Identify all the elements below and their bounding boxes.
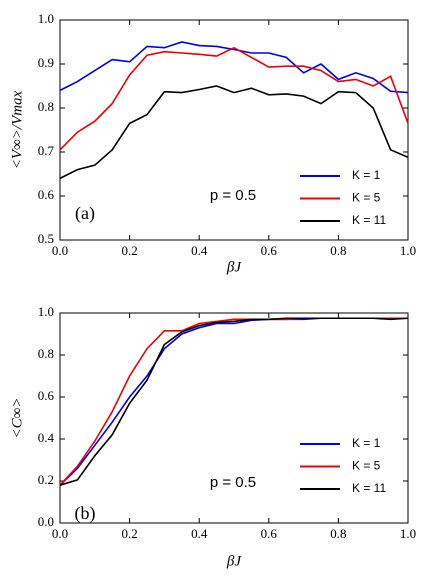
legend-label: K = 5 [352, 459, 381, 473]
x-tick-label: 1.0 [400, 526, 416, 541]
y-tick-label: 0.8 [38, 346, 54, 361]
y-tick-label: 0.0 [38, 514, 54, 529]
y-tick-label: 0.9 [38, 55, 54, 70]
x-axis-label: βJ [226, 553, 242, 569]
legend-label: K = 5 [352, 191, 381, 205]
y-tick-label: 0.6 [38, 388, 55, 403]
line [59, 46, 409, 151]
legend-label: K = 11 [352, 213, 386, 227]
x-tick-label: 1.0 [400, 243, 416, 258]
panel-tag: (a) [75, 203, 95, 224]
legend-label: K = 11 [352, 481, 386, 495]
y-axis-label: <C∞> [9, 398, 25, 439]
x-tick-label: 0.4 [191, 526, 208, 541]
x-tick-label: 0.6 [261, 243, 278, 258]
line [59, 41, 409, 94]
y-tick-label: 0.5 [38, 231, 54, 246]
legend-label: K = 1 [352, 168, 381, 182]
x-tick-label: 0.2 [121, 243, 137, 258]
y-tick-label: 0.2 [38, 472, 54, 487]
panel-tag: (b) [75, 503, 96, 524]
annotation: p = 0.5 [210, 187, 256, 204]
x-tick-label: 0.0 [52, 526, 68, 541]
plot-frame [59, 312, 409, 524]
y-tick-label: 0.7 [38, 143, 55, 158]
line [59, 317, 409, 486]
y-tick-label: 1.0 [38, 304, 54, 319]
x-tick-label: 0.6 [261, 526, 278, 541]
plot-frame [59, 19, 409, 241]
legend-label: K = 1 [352, 436, 381, 450]
x-axis-label: βJ [226, 259, 242, 275]
y-tick-label: 0.4 [38, 430, 55, 445]
line [59, 85, 409, 180]
y-axis-label: <V∞>/Vmax [9, 90, 25, 169]
x-tick-label: 0.2 [121, 526, 137, 541]
x-tick-label: 0.8 [330, 243, 346, 258]
x-tick-label: 0.8 [330, 526, 346, 541]
annotation: p = 0.5 [210, 474, 256, 491]
y-tick-label: 1.0 [38, 11, 54, 26]
y-tick-label: 0.8 [38, 99, 54, 114]
x-tick-label: 0.0 [52, 243, 68, 258]
y-tick-label: 0.6 [38, 187, 55, 202]
x-tick-label: 0.4 [191, 243, 208, 258]
